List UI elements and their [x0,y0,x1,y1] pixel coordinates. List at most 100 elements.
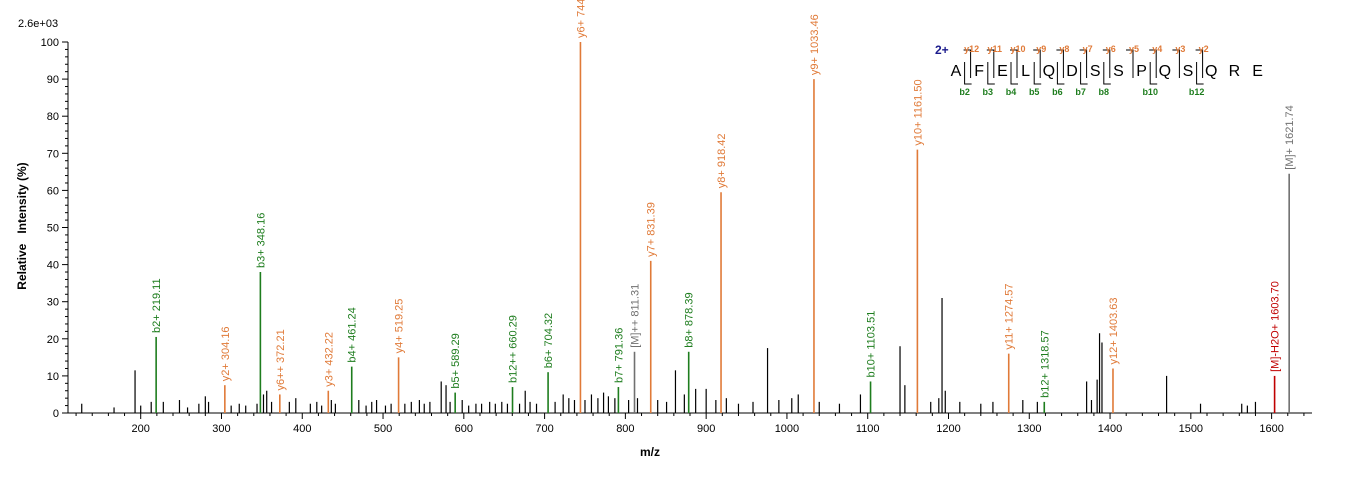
b-ion-label: b7 [1075,87,1086,97]
y-ion-label: y10 [1010,44,1025,54]
peak-label: b3+ 348.16 [255,213,267,268]
b-ion-bracket [964,62,972,85]
b-ion-bracket [1149,62,1158,85]
y-ion-label: y2 [1199,44,1209,54]
b-ion-label: b4 [1006,87,1017,97]
sequence-residue: Q [1043,63,1055,80]
x-tick-label: 300 [212,423,230,435]
y-ion-bracket [1126,49,1134,78]
b-ion-bracket [1196,62,1204,85]
charge-label: 2+ [935,43,949,57]
peak-label: [M]+ 1621.74 [1284,105,1296,170]
b-ion-bracket [1010,62,1018,85]
peak-label: y6+ 744.38 [575,0,587,38]
y-tick-label: 70 [47,148,59,160]
y-ion-label: y7 [1083,44,1093,54]
y-ion-label: y12 [964,44,979,54]
b-ion-label: b10 [1142,87,1158,97]
axes-layer: 200 300 400 500 600 700 800 900 1000 1100 1200 1300… [41,37,1312,435]
x-tick-label: 1600 [1259,423,1283,435]
b-ion-label: b2 [959,87,970,97]
b-ion-label: b5 [1029,87,1040,97]
peak-label: b10+ 1103.51 [866,311,878,378]
y-ion-label: y8 [1059,44,1069,54]
y-ion-bracket [1010,49,1018,78]
sequence-residue: Q [1159,63,1171,80]
y-ion-bracket [1195,49,1204,78]
y-ion-bracket [963,49,972,78]
b-ion-bracket [1056,62,1065,85]
sequence-residue: S [1113,63,1124,80]
peak-label: y3+ 432.22 [323,332,335,387]
peak-label: b5+ 589.29 [450,333,462,388]
x-axis-title: m/z [640,445,660,459]
peak-label: y12+ 1403.63 [1108,297,1120,364]
y-tick-label: 80 [47,111,59,123]
x-tick-label: 1300 [1017,423,1041,435]
sequence-residue: E [997,63,1008,80]
x-tick-label: 600 [455,423,473,435]
x-tick-label: 200 [132,423,150,435]
x-tick-label: 700 [535,423,553,435]
x-tick-label: 1000 [775,423,799,435]
y-tick-label: 60 [47,185,59,197]
b-ion-bracket [987,62,995,85]
x-tick-label: 1100 [856,423,880,435]
y-ion-bracket [1149,49,1157,78]
peak-label: b4+ 461.24 [347,307,359,362]
y-tick-label: 50 [47,223,59,235]
peak-label: y10+ 1161.50 [912,79,924,145]
y-tick-label: 100 [41,37,59,49]
sequence-residue: A [951,63,962,80]
peak-label: y11+ 1274.57 [1004,283,1016,349]
peak-label: y4+ 519.25 [394,299,406,354]
x-tick-label: 800 [616,423,634,435]
y-tick-label: 10 [47,371,59,383]
y-ion-bracket [1079,49,1088,78]
sequence-residue: F [974,63,984,80]
peak-label: b6+ 704.32 [543,313,555,368]
b-ion-label: b6 [1052,87,1063,97]
peak-labels-layer: b2+ 219.11 y2+ 304.16 b3+ 348.16 y6++ 372.2… [151,0,1296,398]
y-ion-label: y11 [988,44,1003,54]
sequence-residue: P [1136,63,1147,80]
y-max-label: 2.6e+03 [18,18,58,30]
sequence-residue: S [1183,63,1194,80]
peak-label: y2+ 304.16 [220,326,232,381]
peak-label: y8+ 918.42 [716,134,728,189]
peak-label: b12+ 1318.57 [1039,330,1051,398]
y-ion-label: y6 [1106,44,1116,54]
y-ion-label: y3 [1175,44,1185,54]
x-tick-label: 500 [374,423,392,435]
b-ion-label: b12 [1189,87,1205,97]
y-tick-label: 20 [47,334,59,346]
peak-label: y7+ 831.39 [646,202,658,257]
peaks-layer [81,42,1290,413]
x-tick-label: 1500 [1179,423,1203,435]
b-ion-label: b8 [1099,87,1110,97]
x-tick-label: 1200 [936,423,960,435]
sequence-residue: D [1066,63,1078,80]
y-tick-label: 30 [47,297,59,309]
peak-label: b12++ 660.29 [508,315,520,383]
y-ion-label: y5 [1129,44,1139,54]
x-tick-label: 1400 [1098,423,1122,435]
x-tick-label: 400 [293,423,311,435]
peak-label: b7+ 791.36 [613,328,625,383]
y-ion-bracket [1172,49,1180,78]
b-ion-bracket [1080,62,1088,85]
y-axis-title: Relative Intensity (%) [15,162,29,289]
peak-label: b2+ 219.11 [151,278,163,333]
peak-label: [M]-H2O+ 1603.70 [1270,281,1282,372]
b-ion-bracket [1033,62,1042,85]
peak-label: y6++ 372.21 [275,329,287,390]
peak-label: y9+ 1033.46 [809,14,821,75]
b-ion-label: b3 [983,87,994,97]
peak-label: b8+ 878.39 [684,292,696,347]
b-ion-bracket [1103,62,1111,85]
sequence-residue: Q [1205,63,1217,80]
peak-label: [M]++ 811.31 [630,284,642,348]
